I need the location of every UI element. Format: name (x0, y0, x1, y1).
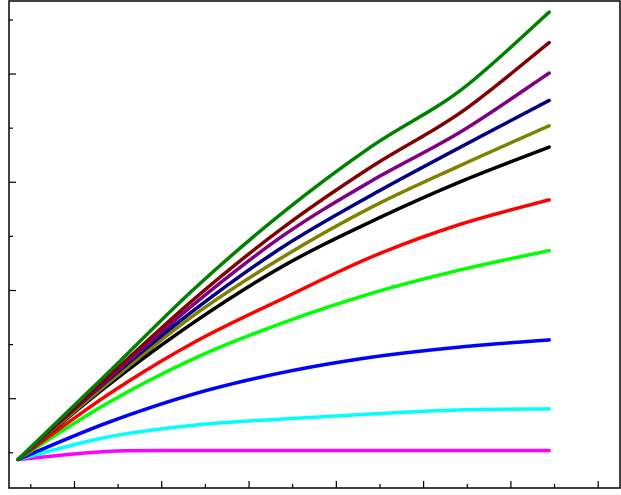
series-line-3 (16, 338, 551, 462)
y-axis-ticks (9, 19, 16, 454)
series-line-11 (16, 10, 551, 462)
plot-frame (8, 0, 621, 489)
series-line-4 (16, 248, 551, 462)
series-line-7 (16, 124, 551, 462)
series-line-5 (16, 198, 551, 462)
series-line-1 (16, 448, 551, 462)
series-line-2 (16, 407, 551, 462)
x-axis-ticks (30, 481, 599, 488)
series-layer (16, 10, 551, 462)
series-line-10 (16, 40, 551, 462)
